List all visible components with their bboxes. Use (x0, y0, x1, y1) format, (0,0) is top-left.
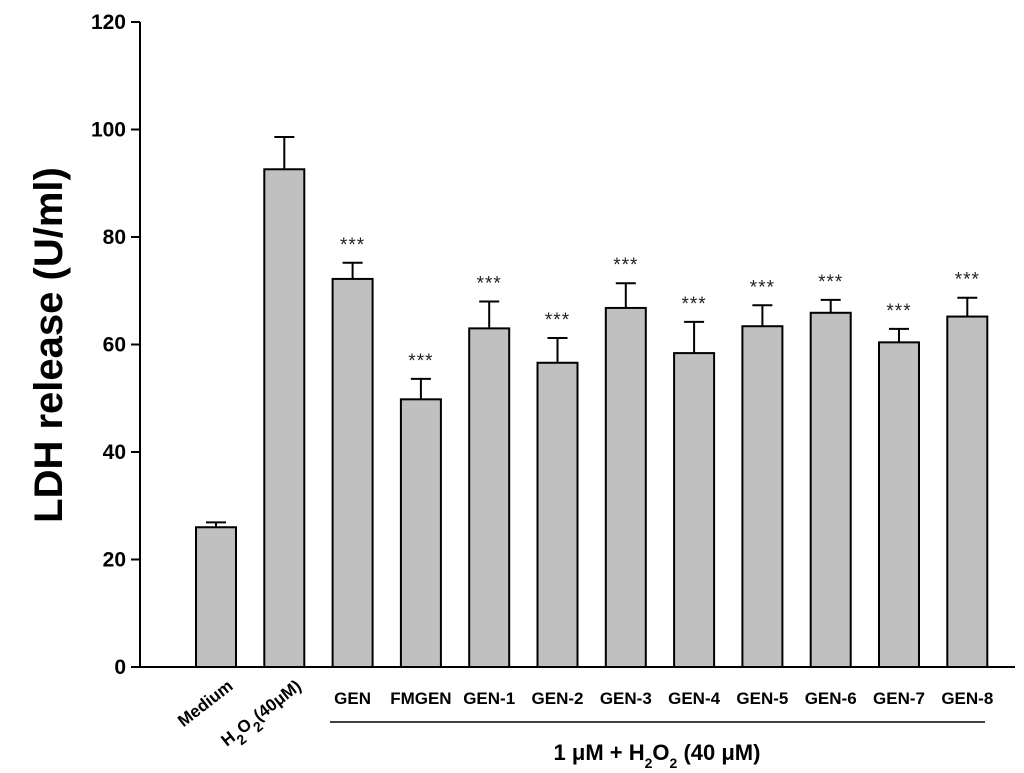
category-label: GEN-7 (873, 689, 925, 708)
plot-area: 020406080100120MediumH2O2(40μM)***GEN***… (91, 11, 993, 756)
significance-label: *** (818, 272, 843, 293)
y-axis-label: LDH release (U/ml) (27, 167, 71, 523)
y-tick-label: 40 (103, 441, 126, 464)
significance-label: *** (408, 351, 433, 372)
bar (809, 311, 852, 668)
category-label: GEN-2 (532, 689, 584, 708)
group-label: 1 μM + H2O2 (40 μM) (554, 740, 761, 771)
category-label: GEN-4 (668, 689, 721, 708)
bar (195, 526, 237, 668)
significance-label: *** (886, 301, 911, 322)
category-label: GEN-3 (600, 689, 652, 708)
bar (468, 327, 511, 668)
y-tick-label: 20 (103, 549, 126, 572)
category-label: GEN (334, 689, 371, 708)
bar (536, 361, 579, 668)
significance-label: *** (545, 310, 570, 331)
significance-label: *** (750, 277, 775, 298)
significance-label: *** (340, 235, 365, 256)
category-label: Medium (174, 676, 236, 731)
y-tick-label: 60 (103, 334, 126, 357)
category-label: GEN-5 (736, 689, 788, 708)
bar (673, 352, 716, 668)
category-label: FMGEN (390, 689, 451, 708)
significance-label: *** (477, 274, 502, 295)
bar (604, 306, 647, 668)
bar (946, 315, 989, 668)
bar (741, 325, 784, 668)
category-label: GEN-1 (463, 689, 515, 708)
significance-label: *** (682, 294, 707, 315)
y-tick-label: 120 (91, 11, 126, 34)
y-tick-label: 0 (114, 656, 126, 679)
y-tick-label: 80 (103, 226, 126, 249)
bar (331, 277, 374, 668)
category-label: GEN-6 (805, 689, 857, 708)
category-label: GEN-8 (941, 689, 993, 708)
bar (263, 168, 306, 668)
y-tick-label: 100 (91, 119, 126, 142)
significance-label: *** (613, 255, 638, 276)
bar (878, 341, 920, 668)
bar (399, 398, 442, 668)
significance-label: *** (955, 270, 980, 291)
